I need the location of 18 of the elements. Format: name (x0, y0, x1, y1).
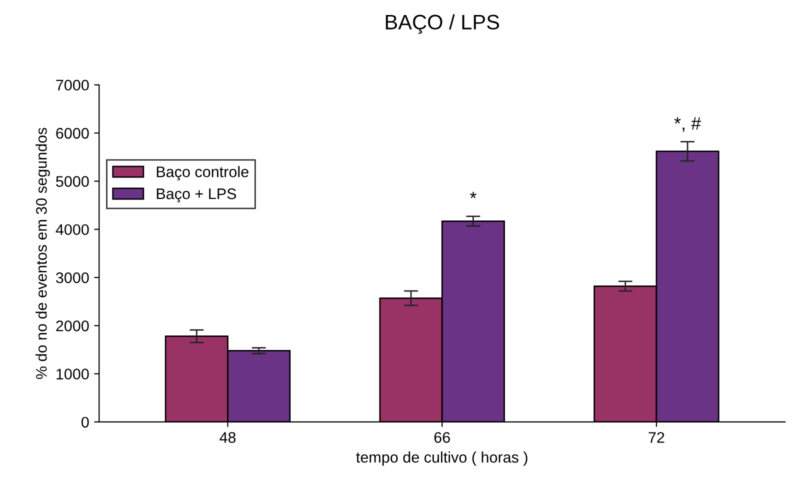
legend-label: Baço + LPS (156, 188, 236, 202)
y-tick-label: 2000 (56, 320, 89, 332)
y-tick-label: 3000 (56, 272, 89, 284)
y-tick-label: 5000 (56, 176, 89, 187)
x-tick-label: 48 (220, 432, 236, 443)
y-axis-title: % do no de eventos em 30 segundos (36, 128, 50, 379)
y-tick-label: 4000 (56, 224, 89, 236)
annotation: *, # (674, 117, 701, 132)
x-axis-title: tempo de cultivo ( horas ) (356, 451, 528, 466)
x-tick-label: 66 (434, 432, 450, 443)
y-tick-label: 7000 (56, 80, 89, 91)
legend-label: Baço controle (156, 166, 248, 180)
y-tick-label: 0 (82, 416, 89, 428)
chart-title: BAÇO / LPS (386, 14, 500, 34)
x-tick-label: 72 (648, 432, 664, 443)
y-tick-label: 1000 (56, 368, 89, 380)
annotation: * (470, 192, 476, 198)
y-tick-label: 6000 (56, 128, 89, 139)
